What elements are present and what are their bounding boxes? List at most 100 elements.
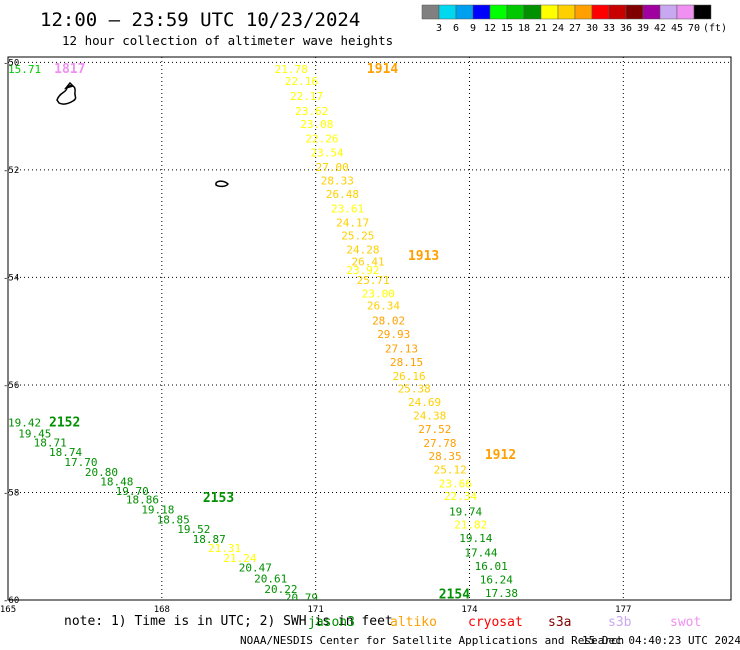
wave-height-value: 28.02 xyxy=(372,314,405,327)
legend-label: 21 xyxy=(535,23,547,34)
latitude-label: -56 xyxy=(3,381,19,391)
credit-text: NOAA/NESDIS Center for Satellite Applica… xyxy=(240,634,624,647)
wave-height-value: 23.54 xyxy=(311,147,344,160)
wave-height-value: 21.82 xyxy=(454,519,487,532)
orbit-number: 2152 xyxy=(49,416,80,431)
generated-timestamp: 15 Dec 04:40:23 UTC 2024 xyxy=(582,634,740,647)
wave-height-value: 17.38 xyxy=(485,587,518,600)
longitude-label: 174 xyxy=(461,605,477,615)
units-note: note: 1) Time is in UTC; 2) SWH is in fe… xyxy=(64,614,393,629)
orbit-number: 2154 xyxy=(439,588,470,603)
wave-height-value: 24.17 xyxy=(336,217,369,230)
wave-height-value: 23.00 xyxy=(362,288,395,301)
color-legend: 3 6 9 12 15 18 21 24 27 30 33 36 39 42 45 70 (ft) xyxy=(421,4,727,34)
wave-height-value: 18.85 xyxy=(157,513,190,526)
wave-height-value: 25.71 xyxy=(357,274,390,287)
legend-label: 70 xyxy=(688,23,700,34)
wave-height-value: 21.78 xyxy=(275,63,308,76)
legend-swatch xyxy=(591,4,610,20)
wave-height-value: 21.24 xyxy=(223,552,256,565)
legend-label: 30 xyxy=(586,23,598,34)
wave-height-value: 16.24 xyxy=(480,574,513,587)
wave-height-value: 19.70 xyxy=(116,485,149,498)
land-features xyxy=(56,81,229,188)
legend-label: 9 xyxy=(470,23,476,34)
wave-height-value: 27.78 xyxy=(423,437,456,450)
wave-height-value: 28.15 xyxy=(390,356,423,369)
wave-height-value: 19.18 xyxy=(141,504,174,517)
wave-height-value: 22.34 xyxy=(444,490,477,503)
legend-swatch xyxy=(438,4,457,20)
wave-height-value: 26.41 xyxy=(352,255,385,268)
orbit-number: 1817 xyxy=(54,62,85,77)
satellite-legend: jason3 altiko cryosat s3a s3b swot xyxy=(308,615,701,630)
legend-swatch xyxy=(642,4,661,20)
latitude-label: -54 xyxy=(3,273,19,283)
wave-height-value: 19.42 xyxy=(8,417,41,430)
graticule xyxy=(8,57,731,601)
wave-height-value: 23.61 xyxy=(331,203,364,216)
legend-label: 45 xyxy=(671,23,683,34)
wave-height-value: 28.33 xyxy=(321,175,354,188)
legend-label: 18 xyxy=(518,23,530,34)
legend-swatch xyxy=(455,4,474,20)
legend-swatch xyxy=(523,4,542,20)
legend-label: 33 xyxy=(603,23,615,34)
wave-height-value: 20.79 xyxy=(285,591,318,604)
satellite-name: s3b xyxy=(608,615,632,630)
satellite-name: jason3 xyxy=(308,615,355,630)
legend-label: 27 xyxy=(569,23,581,34)
longitude-label: 177 xyxy=(615,605,631,615)
satellite-name: cryosat xyxy=(468,615,523,630)
wave-height-value: 23.08 xyxy=(300,118,333,131)
wave-height-value: 20.47 xyxy=(239,562,272,575)
legend-swatch xyxy=(659,4,678,20)
wave-height-value: 24.69 xyxy=(408,396,441,409)
legend-label: 39 xyxy=(637,23,649,34)
legend-swatch xyxy=(472,4,491,20)
legend-swatch xyxy=(489,4,508,20)
wave-height-value: 28.35 xyxy=(428,450,461,463)
legend-swatch xyxy=(557,4,576,20)
legend-label: 42 xyxy=(654,23,666,34)
longitude-label: 171 xyxy=(308,605,324,615)
auckland-islands xyxy=(56,81,77,105)
wave-height-value: 23.62 xyxy=(295,105,328,118)
wave-height-value: 18.71 xyxy=(34,436,67,449)
wave-height-value: 25.38 xyxy=(398,383,431,396)
wave-height-value: 19.45 xyxy=(18,427,51,440)
wave-height-value: 23.92 xyxy=(346,264,379,277)
legend-swatch xyxy=(540,4,559,20)
legend-swatch xyxy=(608,4,627,20)
wave-height-value: 18.86 xyxy=(126,493,159,506)
longitude-label: 168 xyxy=(154,605,170,615)
wave-height-value: 24.38 xyxy=(413,410,446,423)
wave-height-value: 18.74 xyxy=(49,446,82,459)
satellite-name: altiko xyxy=(390,615,437,630)
wave-height-value: 19.74 xyxy=(449,505,482,518)
wave-height-value: 19.52 xyxy=(177,523,210,536)
orbit-number: 1913 xyxy=(408,249,439,264)
map-frame xyxy=(7,56,732,601)
wave-height-value: 25.12 xyxy=(434,463,467,476)
wave-height-value: 16.01 xyxy=(475,560,508,573)
orbit-number: 2153 xyxy=(203,491,234,506)
legend-swatch xyxy=(625,4,644,20)
wave-height-value: 22.17 xyxy=(290,90,323,103)
orbit-number: 1912 xyxy=(485,448,516,463)
latitude-tick-labels: -50 -52 -54 -56 -58 -60 xyxy=(3,58,19,606)
legend-swatch xyxy=(506,4,525,20)
wave-height-value: 17.44 xyxy=(464,547,497,560)
legend-swatch xyxy=(574,4,593,20)
campbell-island xyxy=(215,180,229,188)
wave-height-value: 15.71 xyxy=(8,63,41,76)
orbit-number: 1914 xyxy=(367,62,398,77)
wave-height-value: 22.16 xyxy=(285,75,318,88)
wave-height-value: 27.52 xyxy=(418,423,451,436)
legend-swatch xyxy=(676,4,695,20)
legend-label: 24 xyxy=(552,23,564,34)
wave-height-value: 22.26 xyxy=(305,133,338,146)
